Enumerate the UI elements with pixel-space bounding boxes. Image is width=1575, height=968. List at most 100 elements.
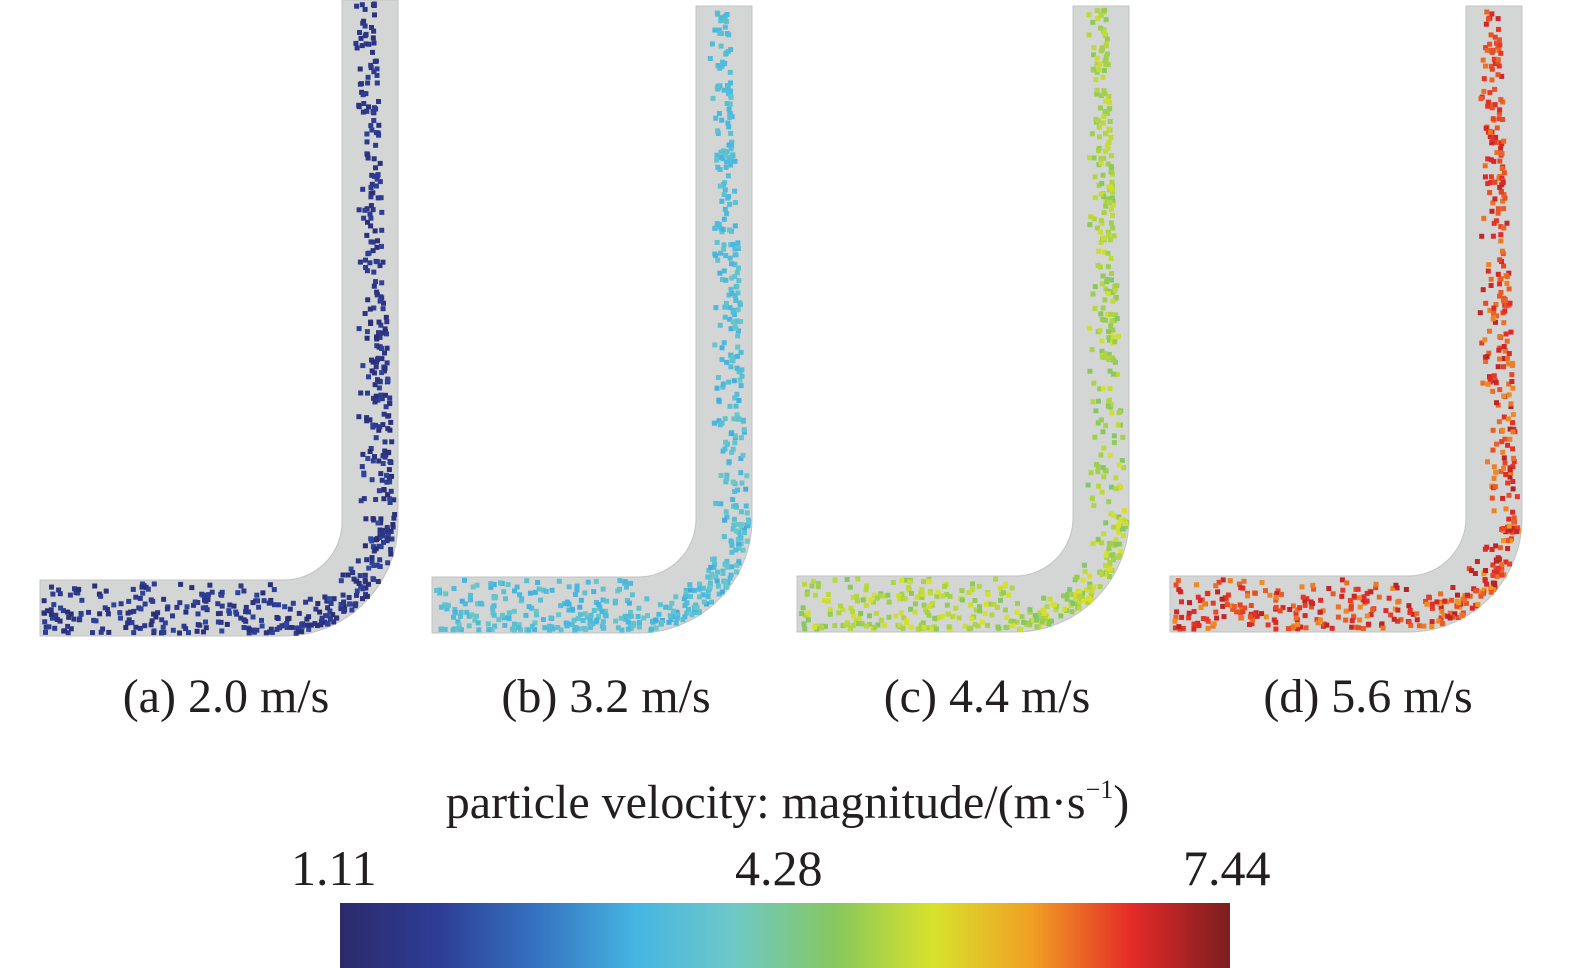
particle (709, 41, 715, 47)
particle (338, 578, 344, 584)
particle (1506, 392, 1512, 398)
particle (1424, 601, 1430, 607)
particle (300, 621, 305, 627)
particle (1105, 403, 1111, 409)
particle (1491, 310, 1497, 316)
particle (1102, 351, 1108, 357)
particle (736, 416, 742, 422)
particle (349, 607, 355, 613)
particle (1497, 37, 1502, 43)
particle (224, 621, 230, 627)
particle (1105, 291, 1111, 297)
particle (361, 101, 367, 106)
particle (1091, 380, 1097, 386)
particle (733, 547, 739, 553)
particle (724, 86, 730, 92)
particle (365, 297, 371, 303)
particle (1485, 459, 1490, 465)
particle (1467, 593, 1473, 599)
particle (151, 628, 157, 634)
particle (379, 209, 385, 215)
particle (1105, 62, 1111, 68)
particle (1105, 146, 1111, 152)
particle (1500, 251, 1506, 257)
colorbar-title: particle velocity: magnitude/(m·s−1) (0, 760, 1575, 833)
particle (684, 600, 690, 606)
particle (1191, 626, 1197, 632)
particle (739, 367, 745, 373)
particle (387, 496, 393, 502)
particle (1077, 593, 1083, 599)
particle (1090, 541, 1096, 547)
particle (687, 582, 693, 588)
particle (226, 608, 232, 614)
particle (365, 152, 371, 158)
particle (574, 587, 580, 593)
particle (71, 616, 77, 622)
particle (734, 353, 740, 359)
particle (524, 578, 530, 584)
particle (725, 49, 731, 54)
particle (1112, 339, 1118, 345)
particle (1186, 615, 1192, 621)
particle (374, 359, 380, 365)
particle (48, 607, 54, 613)
particle (364, 131, 370, 137)
particle (370, 49, 375, 55)
particle (1037, 610, 1043, 616)
particle (1090, 495, 1095, 501)
particle (1098, 239, 1104, 245)
particle (1501, 364, 1506, 370)
particle (623, 584, 629, 590)
particle (379, 280, 385, 286)
particle (727, 114, 733, 120)
particle (362, 33, 368, 39)
particle (338, 601, 344, 607)
particle (1416, 623, 1422, 629)
particle (384, 319, 390, 325)
particle (1018, 627, 1024, 633)
particle (377, 298, 383, 304)
particle (366, 374, 371, 380)
particle (935, 589, 941, 595)
particle (452, 606, 458, 612)
particle (1398, 617, 1404, 623)
particle (485, 621, 491, 627)
particle (848, 625, 854, 631)
particle (378, 471, 384, 477)
particle (1459, 613, 1465, 619)
particle (1495, 206, 1501, 212)
particle (1499, 73, 1505, 79)
particle (379, 243, 384, 249)
particle (164, 606, 170, 612)
particle (379, 295, 385, 301)
particle (658, 621, 664, 627)
particle (727, 305, 733, 311)
particle (476, 627, 482, 633)
particle (738, 319, 744, 324)
particle (1110, 195, 1115, 201)
particle (741, 427, 747, 433)
particle (56, 587, 62, 593)
particle (1106, 139, 1112, 145)
particle (691, 604, 697, 610)
particle (380, 422, 386, 428)
particle (1094, 55, 1100, 61)
particle (357, 259, 363, 265)
particle (1091, 52, 1096, 58)
particle (599, 623, 605, 629)
particle (381, 300, 386, 306)
particle (733, 403, 739, 409)
particle (1490, 447, 1496, 453)
particle (1014, 609, 1020, 615)
particle (805, 610, 811, 616)
particle (1406, 619, 1412, 625)
particle (1106, 540, 1112, 546)
particle (932, 615, 938, 621)
particle (1077, 599, 1083, 605)
particle (1041, 595, 1047, 601)
particle (1502, 356, 1508, 361)
particle (323, 613, 328, 619)
particle (859, 621, 865, 627)
particle (1302, 613, 1308, 619)
